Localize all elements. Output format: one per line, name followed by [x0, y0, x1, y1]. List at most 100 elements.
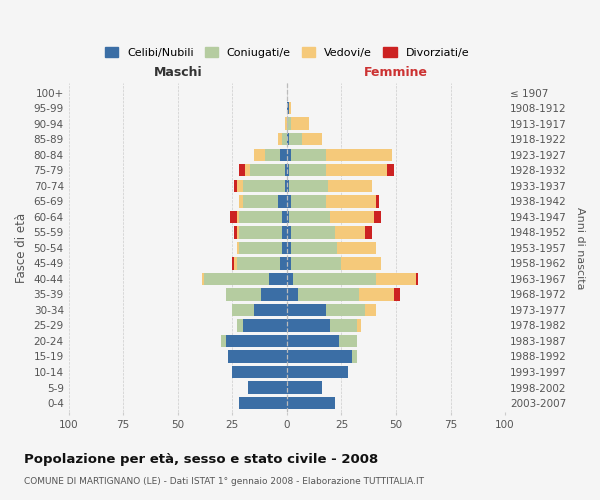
Bar: [235, 257, 236, 270]
Bar: [287, 335, 339, 347]
Bar: [248, 382, 287, 394]
Bar: [331, 319, 356, 332]
Bar: [326, 195, 376, 207]
Bar: [287, 133, 289, 145]
Bar: [331, 210, 374, 223]
Bar: [221, 335, 226, 347]
Bar: [239, 242, 283, 254]
Bar: [265, 148, 280, 161]
Bar: [228, 350, 287, 362]
Bar: [254, 304, 287, 316]
Bar: [289, 133, 302, 145]
Bar: [280, 148, 287, 161]
Bar: [239, 195, 243, 207]
Bar: [235, 180, 236, 192]
Bar: [293, 272, 376, 285]
Bar: [232, 304, 254, 316]
Bar: [283, 226, 287, 238]
Bar: [236, 210, 239, 223]
Bar: [287, 288, 298, 300]
Bar: [287, 319, 331, 332]
Bar: [284, 118, 287, 130]
Bar: [283, 133, 287, 145]
Bar: [291, 195, 326, 207]
Bar: [243, 180, 284, 192]
Bar: [243, 319, 287, 332]
Bar: [287, 210, 289, 223]
Bar: [416, 272, 418, 285]
Bar: [278, 195, 287, 207]
Bar: [250, 164, 284, 176]
Bar: [298, 288, 359, 300]
Bar: [326, 164, 387, 176]
Bar: [287, 148, 291, 161]
Bar: [287, 397, 335, 409]
Bar: [339, 335, 356, 347]
Bar: [236, 226, 239, 238]
Bar: [232, 257, 235, 270]
Bar: [352, 350, 356, 362]
Bar: [291, 118, 308, 130]
Bar: [280, 257, 287, 270]
Bar: [239, 164, 245, 176]
Bar: [235, 226, 236, 238]
Bar: [236, 242, 239, 254]
Y-axis label: Anni di nascita: Anni di nascita: [575, 206, 585, 289]
Bar: [328, 180, 372, 192]
Bar: [289, 210, 331, 223]
Bar: [394, 288, 400, 300]
Bar: [287, 257, 291, 270]
Text: Popolazione per età, sesso e stato civile - 2008: Popolazione per età, sesso e stato civil…: [24, 452, 378, 466]
Bar: [239, 210, 283, 223]
Bar: [283, 210, 287, 223]
Bar: [269, 272, 287, 285]
Bar: [326, 304, 365, 316]
Bar: [326, 148, 392, 161]
Bar: [232, 366, 287, 378]
Bar: [204, 272, 269, 285]
Bar: [287, 118, 291, 130]
Bar: [291, 257, 341, 270]
Legend: Celibi/Nubili, Coniugati/e, Vedovi/e, Divorziati/e: Celibi/Nubili, Coniugati/e, Vedovi/e, Di…: [100, 43, 473, 62]
Bar: [202, 272, 204, 285]
Bar: [365, 304, 376, 316]
Bar: [236, 319, 243, 332]
Bar: [284, 180, 287, 192]
Bar: [287, 382, 322, 394]
Bar: [287, 304, 326, 316]
Bar: [236, 257, 280, 270]
Bar: [287, 195, 291, 207]
Y-axis label: Fasce di età: Fasce di età: [15, 213, 28, 283]
Bar: [287, 226, 291, 238]
Bar: [287, 366, 348, 378]
Bar: [376, 195, 379, 207]
Bar: [365, 226, 372, 238]
Bar: [287, 180, 289, 192]
Bar: [226, 288, 260, 300]
Bar: [287, 164, 289, 176]
Bar: [239, 226, 283, 238]
Bar: [291, 148, 326, 161]
Bar: [287, 350, 352, 362]
Bar: [239, 397, 287, 409]
Bar: [291, 226, 335, 238]
Bar: [359, 288, 394, 300]
Bar: [230, 210, 236, 223]
Bar: [289, 180, 328, 192]
Bar: [376, 272, 416, 285]
Bar: [226, 335, 287, 347]
Bar: [291, 242, 337, 254]
Bar: [387, 164, 394, 176]
Bar: [283, 242, 287, 254]
Bar: [243, 195, 278, 207]
Bar: [278, 133, 283, 145]
Bar: [260, 288, 287, 300]
Bar: [287, 272, 293, 285]
Bar: [287, 102, 289, 115]
Text: Maschi: Maschi: [154, 66, 202, 78]
Text: Femmine: Femmine: [364, 66, 428, 78]
Bar: [335, 226, 365, 238]
Bar: [254, 148, 265, 161]
Bar: [289, 164, 326, 176]
Bar: [245, 164, 250, 176]
